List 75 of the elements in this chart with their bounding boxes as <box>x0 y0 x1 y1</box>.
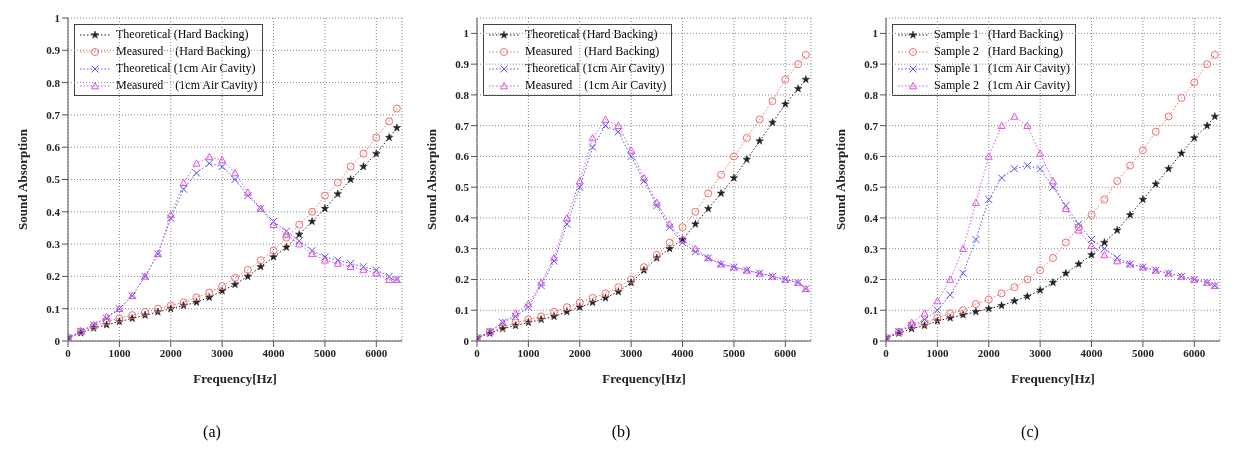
legend-label: Theoretical (Hard Backing) <box>116 26 249 43</box>
x-tick-label: 0 <box>883 346 890 359</box>
x-tick-label: 5000 <box>313 346 337 359</box>
y-axis-title: Sound Absorption <box>832 128 848 230</box>
x-tick-label: 3000 <box>620 346 643 359</box>
y-tick-label: 0.9 <box>864 58 879 71</box>
legend-label: Sample 2 (1cm Air Cavity) <box>934 77 1070 94</box>
y-tick-label: 0.2 <box>455 273 470 286</box>
y-tick-label: 0.7 <box>864 119 879 132</box>
x-tick-label: 4000 <box>1080 346 1104 359</box>
y-tick-label: 0.1 <box>455 304 469 317</box>
text: (a) <box>203 423 221 441</box>
x-tick-label: 2000 <box>159 346 183 359</box>
x-tick-label: 1000 <box>108 346 131 359</box>
y-tick-label: 0.6 <box>455 150 470 163</box>
x-tick-label: 6000 <box>365 346 388 359</box>
legend-label: Sample 1 (Hard Backing) <box>934 26 1063 43</box>
y-tick-label: 0 <box>463 334 470 347</box>
y-tick-label: 0.2 <box>864 273 879 286</box>
x-tick-label: 4000 <box>671 346 695 359</box>
legend-label: Sample 2 (Hard Backing) <box>934 43 1063 60</box>
legend-label: Sample 1 (1cm Air Cavity) <box>934 60 1070 77</box>
x-tick-label: 3000 <box>1029 346 1052 359</box>
y-tick-label: 0.3 <box>46 238 61 251</box>
y-tick-label: 0.9 <box>455 58 470 71</box>
x-axis-title: Frequency[Hz] <box>1011 371 1095 386</box>
y-tick-label: 0.8 <box>455 88 470 101</box>
text: (b) <box>611 423 631 441</box>
y-tick-label: 0.4 <box>46 205 61 218</box>
text: (c) <box>1021 423 1039 441</box>
y-tick-label: 0.3 <box>455 242 470 255</box>
y-tick-label: 0.1 <box>46 302 60 315</box>
x-tick-label: 1000 <box>926 346 949 359</box>
legend-label: Measured (Hard Backing) <box>525 43 660 60</box>
x-tick-label: 0 <box>65 346 72 359</box>
legend-label: Measured (1cm Air Cavity) <box>116 77 258 94</box>
y-tick-label: 0.5 <box>864 181 879 194</box>
x-axis-title: Frequency[Hz] <box>193 371 277 386</box>
x-axis-title: Frequency[Hz] <box>602 371 686 386</box>
y-axis-title: Sound Absorption <box>423 128 439 230</box>
y-tick-label: 0.5 <box>46 173 61 186</box>
legend-label: Measured (1cm Air Cavity) <box>525 77 667 94</box>
y-tick-label: 0.3 <box>864 242 879 255</box>
y-tick-label: 0.4 <box>864 211 879 224</box>
x-tick-label: 6000 <box>1183 346 1206 359</box>
y-tick-label: 0.7 <box>455 119 470 132</box>
y-tick-label: 0.6 <box>46 141 61 154</box>
y-tick-label: 0.5 <box>455 181 470 194</box>
y-tick-label: 0.2 <box>46 270 61 283</box>
y-tick-label: 0.8 <box>46 76 61 89</box>
y-tick-label: 0.6 <box>864 150 879 163</box>
x-tick-label: 2000 <box>977 346 1001 359</box>
x-tick-label: 4000 <box>262 346 286 359</box>
legend-label: Theoretical (Hard Backing) <box>525 26 658 43</box>
x-tick-label: 0 <box>474 346 481 359</box>
y-tick-label: 0 <box>872 334 879 347</box>
y-tick-label: 0.4 <box>455 211 470 224</box>
y-tick-label: 0.8 <box>864 88 879 101</box>
x-tick-label: 3000 <box>211 346 234 359</box>
legend-label: Theoretical (1cm Air Cavity) <box>525 60 665 77</box>
y-tick-label: 1 <box>463 27 469 40</box>
x-tick-label: 2000 <box>568 346 592 359</box>
x-tick-label: 5000 <box>1131 346 1155 359</box>
y-tick-label: 0.9 <box>46 44 61 57</box>
y-tick-label: 0.1 <box>864 304 878 317</box>
y-tick-label: 0.7 <box>46 108 61 121</box>
x-tick-label: 5000 <box>722 346 746 359</box>
x-tick-label: 6000 <box>774 346 797 359</box>
y-tick-label: 1 <box>54 11 60 24</box>
y-axis-title: Sound Absorption <box>14 128 30 230</box>
legend-label: Theoretical (1cm Air Cavity) <box>116 60 256 77</box>
y-tick-label: 0 <box>54 334 61 347</box>
y-tick-label: 1 <box>872 27 878 40</box>
legend-label: Measured (Hard Backing) <box>116 43 251 60</box>
x-tick-label: 1000 <box>517 346 540 359</box>
